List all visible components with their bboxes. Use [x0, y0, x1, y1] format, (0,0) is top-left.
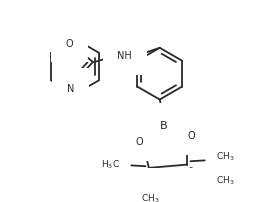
- Text: CH$_3$: CH$_3$: [141, 191, 160, 202]
- Text: O: O: [188, 131, 195, 141]
- Text: H$_3$C: H$_3$C: [101, 158, 120, 170]
- Text: O: O: [135, 137, 143, 146]
- Text: NH: NH: [117, 51, 132, 61]
- Text: CH$_3$: CH$_3$: [217, 174, 235, 186]
- Text: B: B: [160, 120, 168, 130]
- Text: CH$_3$: CH$_3$: [217, 150, 235, 163]
- Text: O: O: [66, 39, 73, 48]
- Text: N: N: [67, 83, 74, 93]
